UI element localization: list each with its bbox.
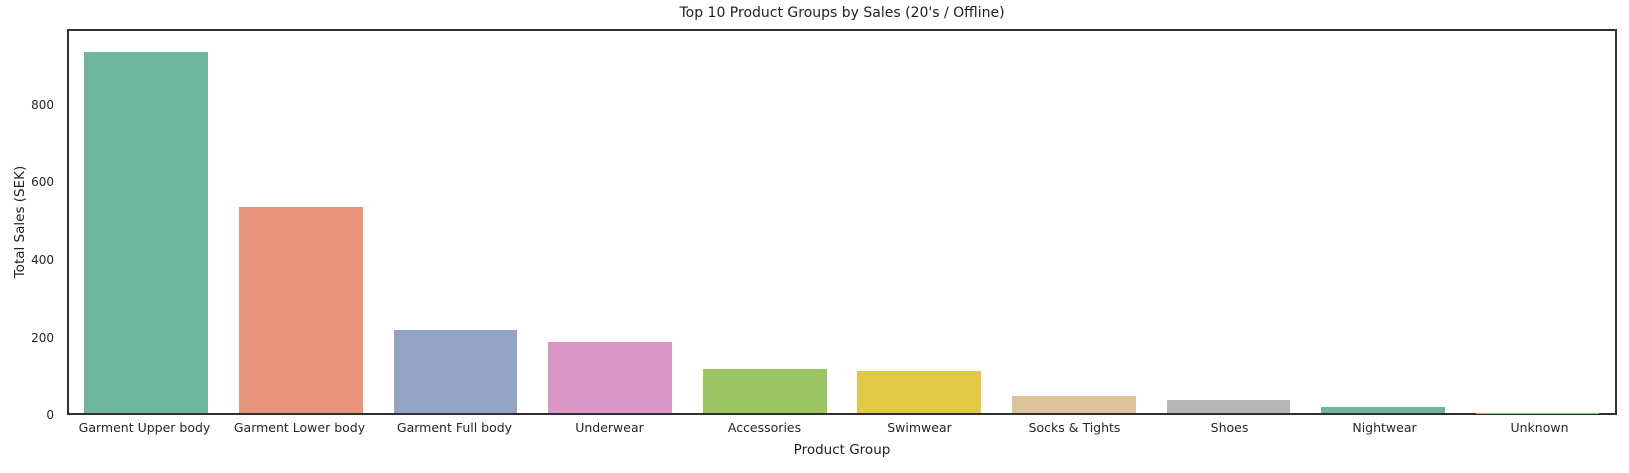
x-tick-label: Garment Lower body <box>233 420 366 435</box>
bar-slot <box>687 31 842 413</box>
x-tick-label: Socks & Tights <box>1028 420 1121 435</box>
y-tick-label: 400 <box>31 252 54 267</box>
bar-nightwear <box>1321 406 1445 413</box>
plot-area <box>67 29 1617 415</box>
bars-container <box>69 31 1615 413</box>
x-tick-label: Garment Upper body <box>78 420 211 435</box>
bar-slot <box>842 31 997 413</box>
bar-garment-full-body <box>393 329 518 413</box>
x-tick-label: Accessories <box>727 420 802 435</box>
x-axis-label: Product Group <box>793 442 891 458</box>
bar-slot <box>533 31 688 413</box>
bar-slot <box>1306 31 1461 413</box>
bar-slot <box>378 31 533 413</box>
bar-slot <box>1151 31 1306 413</box>
bar-shoes <box>1166 399 1291 413</box>
x-tick-label: Garment Full body <box>396 420 513 435</box>
x-tick-label: Underwear <box>575 420 644 435</box>
bar-slot <box>1460 31 1615 413</box>
x-axis-ticks: Garment Upper body Garment Lower body Garm… <box>67 420 1617 435</box>
y-tick-label: 600 <box>31 175 54 190</box>
x-tick-label: Swimwear <box>887 420 952 435</box>
chart-title: Top 10 Product Groups by Sales (20's / O… <box>679 5 1005 21</box>
x-tick-label: Unknown <box>1510 420 1569 435</box>
bar-slot <box>69 31 224 413</box>
x-tick-label: Nightwear <box>1352 420 1417 435</box>
bar-slot <box>224 31 379 413</box>
bar-garment-upper-body <box>84 52 209 413</box>
bar-accessories <box>702 368 827 413</box>
y-tick-label: 0 <box>46 408 54 422</box>
bar-swimwear <box>857 370 982 413</box>
y-tick-label: 800 <box>31 97 54 112</box>
y-axis-ticks: 0 200 400 600 800 <box>0 29 60 421</box>
bar-underwear <box>548 341 672 413</box>
x-tick-label: Shoes <box>1210 420 1249 435</box>
bar-socks-tights <box>1012 395 1136 413</box>
bar-garment-lower-body <box>239 207 363 413</box>
y-tick-label: 200 <box>31 330 54 345</box>
bar-slot <box>997 31 1152 413</box>
